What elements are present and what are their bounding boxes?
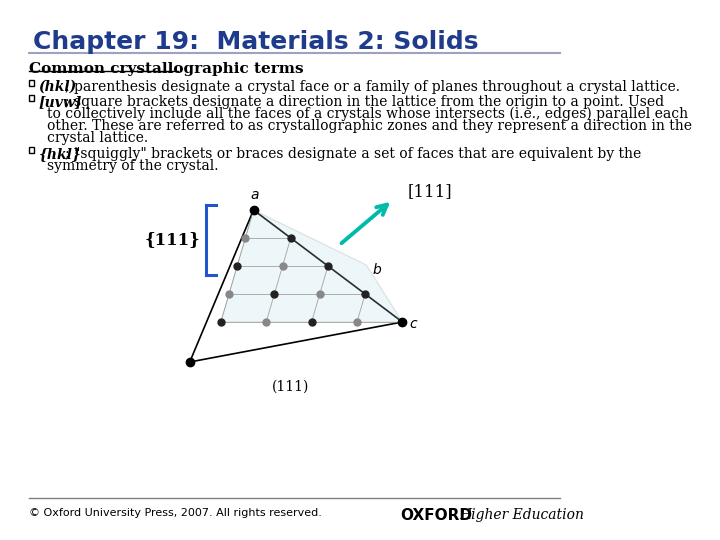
Text: to collectively include all the faces of a crystals whose intersects (i.e., edge: to collectively include all the faces of… <box>47 107 688 122</box>
Text: Chapter 19:  Materials 2: Solids: Chapter 19: Materials 2: Solids <box>32 30 478 54</box>
Text: Higher Education: Higher Education <box>459 508 585 522</box>
Text: c: c <box>409 317 417 331</box>
Polygon shape <box>221 210 402 322</box>
Text: {111}: {111} <box>145 232 200 248</box>
Text: {hkl}: {hkl} <box>38 147 81 161</box>
Text: ; parenthesis designate a crystal face or a family of planes throughout a crysta: ; parenthesis designate a crystal face o… <box>65 80 680 94</box>
Text: other. These are referred to as crystallographic zones and they represent a dire: other. These are referred to as crystall… <box>47 119 692 133</box>
Text: b: b <box>373 263 382 277</box>
Text: crystal lattice.: crystal lattice. <box>47 131 148 145</box>
Text: © Oxford University Press, 2007. All rights reserved.: © Oxford University Press, 2007. All rig… <box>29 508 322 518</box>
Text: [111]: [111] <box>408 184 452 200</box>
Text: a: a <box>251 188 259 202</box>
Text: ; square brackets designate a direction in the lattice from the origin to a poin: ; square brackets designate a direction … <box>65 95 664 109</box>
Bar <box>29 147 34 153</box>
Text: OXFORD: OXFORD <box>401 508 473 523</box>
Text: (hkl): (hkl) <box>38 80 77 94</box>
Text: ; "squiggly" brackets or braces designate a set of faces that are equivalent by : ; "squiggly" brackets or braces designat… <box>65 147 642 161</box>
Bar <box>29 80 34 86</box>
Text: Common crystallographic terms: Common crystallographic terms <box>29 62 303 76</box>
Bar <box>29 95 34 101</box>
Text: (111): (111) <box>271 380 309 394</box>
Text: [uvw]: [uvw] <box>38 95 82 109</box>
Text: symmetry of the crystal.: symmetry of the crystal. <box>47 159 218 173</box>
